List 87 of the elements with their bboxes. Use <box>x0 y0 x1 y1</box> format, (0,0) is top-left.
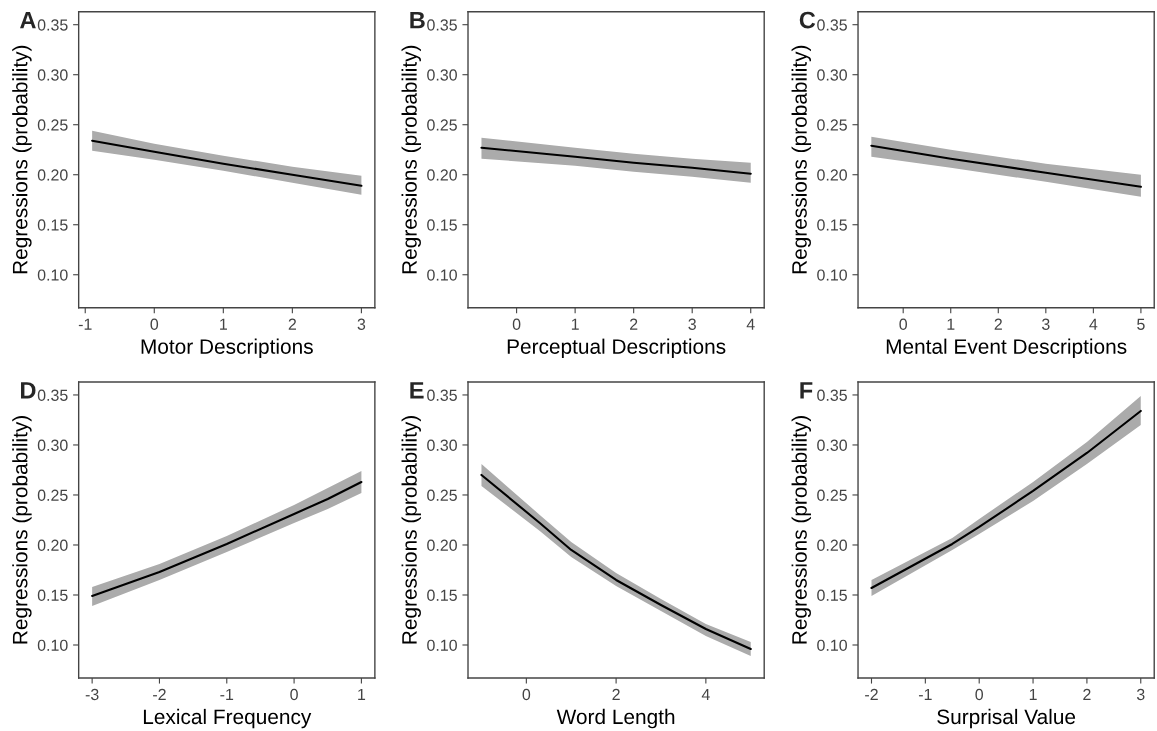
y-tick-label: 0.25 <box>817 489 847 501</box>
y-tick-label: 0.10 <box>427 269 457 281</box>
x-axis-title: Surprisal Value <box>937 708 1076 729</box>
x-tick-label: 2 <box>1083 688 1091 700</box>
chart-title: A <box>20 11 36 29</box>
x-tick-label: -1 <box>918 689 932 700</box>
x-tick-label: 4 <box>701 689 710 700</box>
y-tick-label: 0.30 <box>817 439 847 451</box>
x-tick-label: 0 <box>522 688 531 701</box>
y-tick-label: 0.15 <box>817 589 847 601</box>
x-tick-label: 0 <box>150 318 159 330</box>
line-series <box>91 139 363 187</box>
x-tick-label: 1 <box>220 318 227 330</box>
y-tick-label: 0.15 <box>427 589 457 601</box>
y-tick-label: 0.25 <box>817 119 847 131</box>
chart-title: C <box>799 11 816 29</box>
x-tick-label: 1 <box>1029 689 1037 700</box>
chart-title: B <box>410 11 425 29</box>
y-tick-label: 0.20 <box>817 169 847 181</box>
y-tick-label: 0.10 <box>37 639 68 651</box>
y-tick-label: 0.20 <box>37 169 68 181</box>
x-tick-label: -2 <box>153 688 166 700</box>
x-tick-label: 1 <box>358 689 366 700</box>
y-tick-label: 0.30 <box>427 69 457 81</box>
y-tick-label: 0.15 <box>427 219 457 231</box>
y-tick-label: 0.30 <box>817 69 847 81</box>
x-tick-label: 3 <box>1136 688 1145 701</box>
y-axis-title: Regressions (probability) <box>401 416 421 644</box>
y-tick-label: 0.15 <box>37 589 68 601</box>
x-tick-label: 5 <box>1137 318 1145 330</box>
y-axis-title: Regressions (probability) <box>791 45 811 274</box>
x-tick-label: -2 <box>865 688 878 700</box>
x-tick-label: 1 <box>947 318 955 330</box>
x-tick-label: 0 <box>290 688 298 701</box>
y-tick-label: 0.30 <box>37 439 68 451</box>
y-tick-label: 0.25 <box>427 119 457 131</box>
y-tick-label: 0.35 <box>427 19 457 31</box>
chart-title: E <box>410 382 424 399</box>
x-tick-label: 4 <box>746 318 755 330</box>
y-tick-label: 0.10 <box>817 269 847 281</box>
y-tick-label: 0.20 <box>427 539 457 551</box>
y-tick-label: 0.20 <box>817 539 847 551</box>
y-tick-label: 0.35 <box>37 19 68 31</box>
y-axis-title: Regressions (probability) <box>401 45 421 274</box>
y-tick-label: 0.10 <box>427 639 457 651</box>
x-tick-label: 3 <box>1041 318 1050 330</box>
x-tick-label: 0 <box>899 318 908 330</box>
x-tick-label: 3 <box>688 318 696 330</box>
y-tick-label: 0.25 <box>427 489 457 501</box>
x-tick-label: 4 <box>1089 318 1098 330</box>
y-axis-title: Regressions (probability) <box>791 416 811 644</box>
y-tick-label: 0.15 <box>37 219 68 231</box>
y-tick-label: 0.25 <box>37 489 68 501</box>
x-tick-label: 2 <box>612 688 620 700</box>
x-tick-label: 2 <box>288 318 296 330</box>
x-axis-title: Word Length <box>556 708 675 729</box>
y-tick-label: 0.30 <box>427 439 457 451</box>
x-tick-label: 3 <box>357 318 366 330</box>
x-tick-label: 0 <box>975 688 984 701</box>
x-axis-title: Mental Event Descriptions <box>886 338 1127 359</box>
x-axis-title: Motor Descriptions <box>141 338 313 359</box>
y-tick-label: 0.20 <box>427 169 457 181</box>
x-tick-label: -1 <box>220 689 234 700</box>
y-tick-label: 0.10 <box>37 269 68 281</box>
chart-title: F <box>800 382 813 399</box>
x-tick-label: 0 <box>512 318 521 330</box>
line-series <box>870 144 1142 188</box>
x-tick-label: 2 <box>630 318 638 330</box>
y-tick-label: 0.10 <box>817 639 847 651</box>
chart-title: D <box>21 382 36 399</box>
y-tick-label: 0.15 <box>817 219 847 231</box>
y-tick-label: 0.30 <box>37 69 68 81</box>
x-tick-label: 2 <box>994 318 1002 330</box>
line-series <box>480 146 752 175</box>
y-tick-label: 0.25 <box>37 119 68 131</box>
y-axis-title: Regressions (probability) <box>12 416 32 644</box>
x-tick-label: 1 <box>571 318 579 330</box>
x-tick-label: -1 <box>78 318 92 330</box>
x-axis-title: Perceptual Descriptions <box>507 338 726 359</box>
y-tick-label: 0.35 <box>817 389 847 401</box>
y-axis-title: Regressions (probability) <box>12 45 32 274</box>
x-axis-title: Lexical Frequency <box>143 708 312 729</box>
x-tick-label: -3 <box>85 688 99 701</box>
y-tick-label: 0.35 <box>817 19 847 31</box>
y-tick-label: 0.35 <box>37 389 68 401</box>
y-tick-label: 0.35 <box>427 389 457 401</box>
y-tick-label: 0.20 <box>37 539 68 551</box>
